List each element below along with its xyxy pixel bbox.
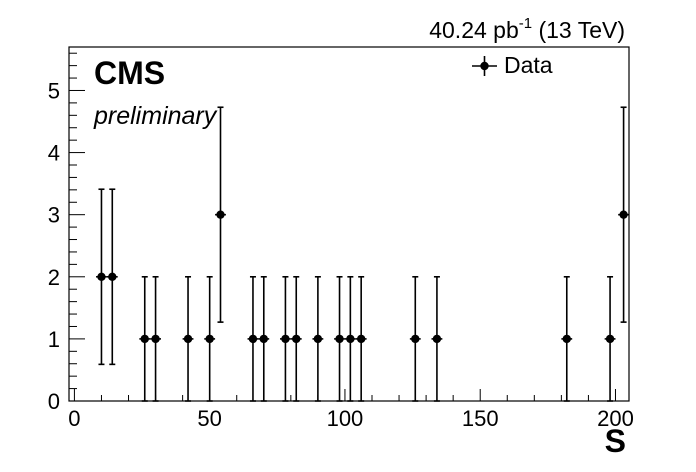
data-marker <box>248 334 258 344</box>
data-point <box>280 275 291 402</box>
data-marker <box>292 334 301 344</box>
data-point <box>247 275 259 402</box>
y-tick-label: 0 <box>48 389 60 414</box>
energy-label: (13 TeV) <box>532 17 625 43</box>
data-point <box>604 275 616 402</box>
status-label: preliminary <box>93 102 218 130</box>
legend: Data <box>472 52 553 78</box>
x-axis-title: S <box>605 423 626 459</box>
data-point <box>139 275 151 402</box>
data-point <box>215 106 226 323</box>
experiment-label: CMS <box>94 55 165 91</box>
y-tick-label: 4 <box>48 141 60 166</box>
data-marker <box>432 334 442 344</box>
legend-marker-point <box>480 61 489 71</box>
data-marker <box>335 334 344 344</box>
y-tick-label: 3 <box>48 203 60 228</box>
y-tick-label: 5 <box>48 78 60 103</box>
data-point <box>96 188 107 366</box>
legend-entry-data: Data <box>504 52 553 78</box>
data-point <box>618 106 629 323</box>
data-point <box>561 275 573 402</box>
data-marker <box>151 334 160 344</box>
data-point <box>204 275 216 402</box>
data-point <box>290 275 302 402</box>
data-point <box>182 275 194 402</box>
data-marker <box>562 334 571 344</box>
data-point <box>355 275 367 402</box>
y-axis: 0 1 2 3 4 5 <box>48 52 85 414</box>
lumi-value: 40.24 pb <box>429 17 519 43</box>
data-marker <box>356 334 366 344</box>
data-point <box>344 275 356 402</box>
y-tick-label: 2 <box>48 265 60 290</box>
data-point <box>106 188 118 366</box>
data-marker <box>259 334 268 344</box>
data-marker <box>183 334 193 344</box>
data-marker <box>205 334 214 344</box>
data-marker <box>605 334 615 344</box>
lumi-label: 40.24 pb-1 (13 TeV) <box>429 15 625 43</box>
data-point <box>409 275 421 402</box>
x-tick-label: 100 <box>327 406 364 431</box>
data-point <box>312 275 324 402</box>
data-series <box>96 106 629 402</box>
plot-frame <box>68 46 630 402</box>
data-point <box>150 275 161 402</box>
x-tick-label: 0 <box>68 406 80 431</box>
x-tick-label: 200 <box>597 406 634 431</box>
data-marker <box>97 272 106 281</box>
data-marker <box>411 334 420 344</box>
lumi-exponent: -1 <box>519 15 532 32</box>
data-point <box>431 275 443 402</box>
x-axis: 0 50 100 150 200 <box>68 389 634 431</box>
data-point <box>258 275 270 402</box>
y-tick-label: 1 <box>48 327 60 352</box>
data-marker <box>346 334 355 344</box>
data-marker <box>281 334 290 344</box>
data-marker <box>619 210 628 219</box>
data-marker <box>140 334 149 344</box>
x-tick-label: 50 <box>197 406 221 431</box>
data-marker <box>108 272 117 281</box>
data-marker <box>216 210 225 219</box>
data-marker <box>313 334 323 344</box>
data-point <box>334 275 345 402</box>
x-tick-label: 150 <box>462 406 499 431</box>
